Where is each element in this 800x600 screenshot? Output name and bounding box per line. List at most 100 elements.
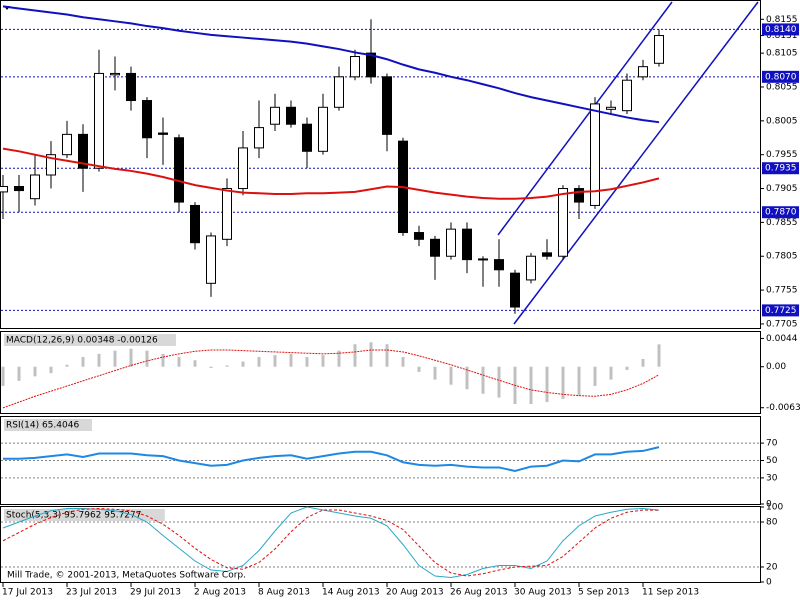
level-label: 0.7725 (765, 306, 797, 316)
x-tick-label: 30 Aug 2013 (514, 588, 572, 598)
candle-body (174, 137, 184, 203)
candle-body (558, 188, 568, 257)
macd-bar (257, 357, 261, 367)
macd-bar (417, 366, 421, 372)
indicator-title: MACD(12,26,9) 0.00348 -0.00126 (6, 336, 158, 346)
candle-body (526, 255, 536, 281)
macd-bar (161, 353, 165, 367)
candle-body (270, 106, 280, 125)
candle-body (478, 258, 488, 261)
macd-bar (353, 344, 357, 367)
candle-body (494, 259, 504, 271)
y-tick-label: 0.8005 (766, 116, 798, 126)
candle-body (318, 106, 328, 152)
y-tick-label: 30 (766, 473, 778, 483)
macd-bar (49, 366, 53, 374)
level-label: 0.7935 (765, 164, 797, 174)
indicator-title: Stoch(5,3,3) 95.7962 95.7277 (6, 511, 141, 521)
y-tick-label: 0.8055 (766, 82, 798, 92)
macd-bar (113, 350, 117, 367)
level-label-box (762, 162, 799, 175)
candle-body (446, 228, 456, 257)
level-label-box (762, 70, 799, 83)
macd-bar (193, 360, 197, 367)
candle-body (30, 174, 40, 200)
macd-bar (561, 366, 565, 399)
x-tick-label: 23 Jul 2013 (66, 588, 117, 598)
panel-frame (0, 331, 761, 414)
y-tick-label: 0.8155 (766, 15, 798, 25)
candle-body (78, 133, 88, 169)
candle-body (286, 106, 296, 125)
macd-bar (545, 366, 549, 403)
candle-body (590, 103, 600, 206)
y-tick-label: 0.7905 (766, 184, 798, 194)
level-label: 0.8070 (765, 72, 797, 82)
candle-body (654, 35, 664, 64)
macd-bar (481, 366, 485, 394)
candle-body (238, 147, 248, 190)
x-tick-label: 5 Sep 2013 (578, 588, 629, 598)
x-tick-label: 26 Aug 2013 (450, 588, 508, 598)
macd-bar (529, 366, 533, 404)
macd-bar (625, 366, 629, 370)
moving-average (2, 147, 660, 200)
y-tick-label: 100 (766, 503, 783, 513)
macd-bar (465, 366, 469, 390)
candle-body (14, 186, 24, 192)
rsi-line (3, 446, 660, 472)
macd-bar (17, 366, 21, 381)
candle-body (382, 76, 392, 135)
macd-bar (209, 366, 213, 368)
x-tick-label: 14 Aug 2013 (322, 588, 380, 598)
candle-body (158, 132, 168, 135)
candle-body (638, 66, 648, 78)
y-tick-label: 50 (766, 456, 778, 466)
indicator-title-box (4, 509, 165, 521)
macd-bar (577, 366, 581, 396)
macd-bar (129, 348, 133, 367)
candle-body (302, 123, 312, 152)
candle-body (542, 252, 552, 257)
y-tick-label: 0.7855 (766, 218, 798, 228)
macd-bar (65, 364, 69, 367)
y-tick-label: 0.7805 (766, 252, 798, 262)
macd-bar (177, 357, 181, 367)
macd-bar (97, 353, 101, 367)
candle-body (414, 232, 424, 240)
candle-body (606, 106, 616, 110)
indicator-title-box (4, 334, 176, 346)
indicator-title-box (4, 419, 92, 431)
level-label-box (762, 23, 799, 36)
y-tick-label: -0.00638 (766, 403, 800, 413)
macd-bar (225, 365, 229, 367)
macd-bar (321, 355, 325, 367)
x-tick-label: 11 Sep 2013 (642, 588, 699, 598)
level-label-box (762, 304, 799, 317)
x-tick-label: 8 Aug 2013 (258, 588, 310, 598)
y-tick-label: 0.8131 (766, 31, 798, 41)
y-tick-label: 70 (766, 439, 778, 449)
stoch-main (2, 506, 660, 579)
macd-bar (497, 366, 501, 398)
watermark: Mill Trade, © 2001-2013, MetaQuotes Soft… (7, 571, 246, 581)
macd-bar (241, 361, 245, 367)
candle-body (366, 52, 376, 78)
y-tick-label: 0.7955 (766, 150, 798, 160)
macd-bar (657, 344, 661, 367)
macd-bar (385, 344, 389, 367)
macd-bar (33, 366, 37, 377)
macd-bar (289, 353, 293, 367)
macd-bar (369, 342, 373, 367)
y-tick-label: 0.8105 (766, 49, 798, 59)
macd-bar (641, 359, 645, 367)
macd-bar (81, 357, 85, 367)
candle-body (46, 154, 56, 176)
candle-body (574, 188, 584, 203)
candle-body (510, 272, 520, 308)
candle-body (462, 228, 472, 261)
panel-frame (0, 0, 761, 329)
candle-body (622, 79, 632, 112)
level-label: 0.8140 (765, 25, 797, 35)
